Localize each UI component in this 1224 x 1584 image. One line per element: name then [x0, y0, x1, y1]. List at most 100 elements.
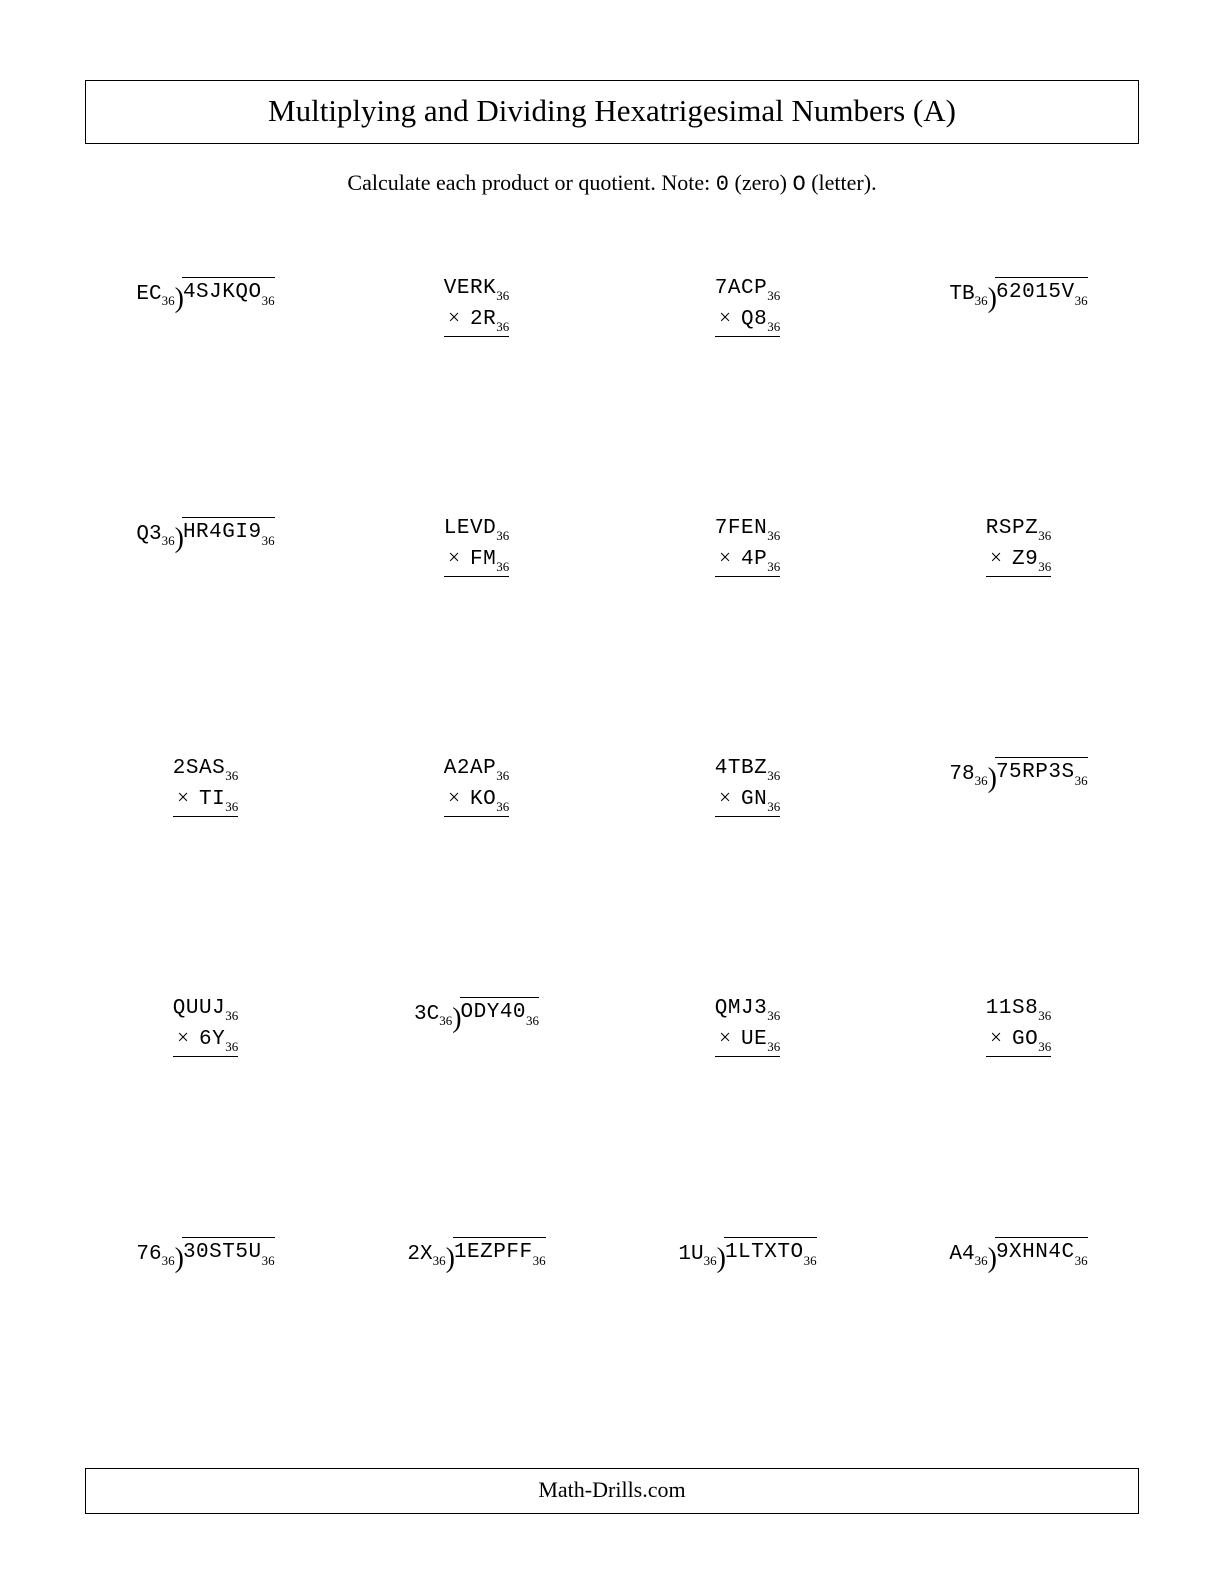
base-subscript: 36 [1038, 1008, 1051, 1023]
divisor: 78 [949, 763, 974, 786]
times-icon: × [448, 545, 460, 570]
multiplicand: A2AP [444, 757, 496, 780]
problem-cell: LEVD36×FM36 [356, 517, 597, 607]
base-subscript: 36 [162, 293, 175, 309]
times-icon: × [719, 545, 731, 570]
base-subscript: 36 [1075, 293, 1088, 308]
times-icon: × [448, 785, 460, 810]
problem-cell: 7ACP36×Q836 [627, 277, 868, 367]
multiplicand: 4TBZ [715, 757, 767, 780]
base-subscript: 36 [496, 319, 509, 334]
base-subscript: 36 [767, 319, 780, 334]
times-icon: × [448, 305, 460, 330]
base-subscript: 36 [225, 1039, 238, 1054]
problem-cell: A436)9XHN4C36 [898, 1237, 1139, 1327]
base-subscript: 36 [1038, 559, 1051, 574]
base-subscript: 36 [496, 799, 509, 814]
multiplicand: 2SAS [173, 757, 225, 780]
multiplication-problem: RSPZ36×Z936 [986, 517, 1051, 577]
base-subscript: 36 [496, 559, 509, 574]
division-problem: 7636)30ST5U36 [136, 1237, 274, 1266]
multiplier: GN [741, 788, 767, 811]
footer: Math-Drills.com [85, 1468, 1139, 1514]
base-subscript: 36 [767, 1039, 780, 1054]
multiplicand: LEVD [444, 517, 496, 540]
long-division-bracket: ) [175, 288, 184, 309]
division-problem: Q336)HR4GI936 [136, 517, 274, 546]
multiplication-problem: 7FEN36×4P36 [715, 517, 780, 577]
multiplication-problem: 7ACP36×Q836 [715, 277, 780, 337]
problem-cell: 4TBZ36×GN36 [627, 757, 868, 847]
multiplication-problem: A2AP36×KO36 [444, 757, 509, 817]
divisor: 2X [407, 1243, 432, 1266]
zero-word: (zero) [729, 170, 793, 195]
base-subscript: 36 [433, 1253, 446, 1269]
multiplier: 2R [470, 308, 496, 331]
multiplier: GO [1012, 1028, 1038, 1051]
multiplicand: 7ACP [715, 277, 767, 300]
base-subscript: 36 [162, 1253, 175, 1269]
dividend: ODY4036 [460, 997, 540, 1026]
dividend: 4SJKQO36 [182, 277, 275, 306]
division-problem: A436)9XHN4C36 [949, 1237, 1087, 1266]
multiplier: Z9 [1012, 548, 1038, 571]
divisor: 76 [136, 1243, 161, 1266]
base-subscript: 36 [526, 1013, 539, 1028]
problem-cell: 3C36)ODY4036 [356, 997, 597, 1087]
base-subscript: 36 [1038, 528, 1051, 543]
divisor: 3C [414, 1003, 439, 1026]
problem-cell: 7FEN36×4P36 [627, 517, 868, 607]
multiplicand: VERK [444, 277, 496, 300]
base-subscript: 36 [767, 288, 780, 303]
divisor: 1U [678, 1243, 703, 1266]
multiplier: 6Y [199, 1028, 225, 1051]
dividend: 1EZPFF36 [453, 1237, 546, 1266]
multiplication-problem: 11S836×GO36 [986, 997, 1051, 1057]
oh-word: (letter). [806, 170, 877, 195]
dividend: 62015V36 [995, 277, 1088, 306]
base-subscript: 36 [1038, 1039, 1051, 1054]
base-subscript: 36 [767, 768, 780, 783]
base-subscript: 36 [262, 1253, 275, 1268]
dividend: 1LTXTO36 [724, 1237, 817, 1266]
long-division-bracket: ) [717, 1248, 726, 1269]
base-subscript: 36 [496, 288, 509, 303]
multiplication-problem: QMJ336×UE36 [715, 997, 780, 1057]
problem-cell: 1U36)1LTXTO36 [627, 1237, 868, 1327]
times-icon: × [719, 1025, 731, 1050]
base-subscript: 36 [767, 1008, 780, 1023]
problem-cell: RSPZ36×Z936 [898, 517, 1139, 607]
dividend: 9XHN4C36 [995, 1237, 1088, 1266]
base-subscript: 36 [225, 1008, 238, 1023]
base-subscript: 36 [162, 533, 175, 549]
base-subscript: 36 [225, 768, 238, 783]
times-icon: × [990, 545, 1002, 570]
divisor: TB [949, 283, 974, 306]
multiplicand: QUUJ [173, 997, 225, 1020]
base-subscript: 36 [225, 799, 238, 814]
times-icon: × [177, 785, 189, 810]
worksheet-title: Multiplying and Dividing Hexatrigesimal … [85, 80, 1139, 144]
long-division-bracket: ) [175, 1248, 184, 1269]
problem-cell: QMJ336×UE36 [627, 997, 868, 1087]
times-icon: × [177, 1025, 189, 1050]
base-subscript: 36 [767, 528, 780, 543]
problem-cell: A2AP36×KO36 [356, 757, 597, 847]
multiplier: KO [470, 788, 496, 811]
problem-cell: 11S836×GO36 [898, 997, 1139, 1087]
long-division-bracket: ) [446, 1248, 455, 1269]
base-subscript: 36 [439, 1013, 452, 1029]
problem-cell: QUUJ36×6Y36 [85, 997, 326, 1087]
multiplicand: RSPZ [986, 517, 1038, 540]
multiplication-problem: VERK36×2R36 [444, 277, 509, 337]
division-problem: TB36)62015V36 [949, 277, 1087, 306]
division-problem: 1U36)1LTXTO36 [678, 1237, 816, 1266]
multiplication-problem: LEVD36×FM36 [444, 517, 509, 577]
dividend: 30ST5U36 [182, 1237, 275, 1266]
multiplier: UE [741, 1028, 767, 1051]
problem-cell: EC36)4SJKQO36 [85, 277, 326, 367]
times-icon: × [719, 305, 731, 330]
base-subscript: 36 [533, 1253, 546, 1268]
division-problem: EC36)4SJKQO36 [136, 277, 274, 306]
instruction-pre: Calculate each product or quotient. Note… [347, 170, 715, 195]
